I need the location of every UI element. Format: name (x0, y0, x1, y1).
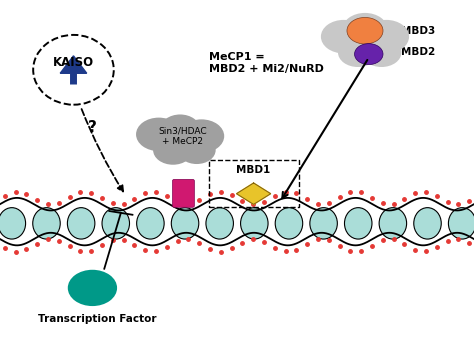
Circle shape (68, 270, 117, 306)
Ellipse shape (33, 35, 114, 105)
Ellipse shape (414, 208, 441, 239)
Text: MBD2: MBD2 (387, 47, 435, 57)
Polygon shape (60, 56, 87, 73)
Ellipse shape (33, 208, 60, 239)
Ellipse shape (310, 208, 337, 239)
Ellipse shape (241, 208, 268, 239)
Ellipse shape (206, 208, 233, 239)
Circle shape (179, 119, 224, 153)
Text: MeCP1 =
MBD2 + Mi2/NuRD: MeCP1 = MBD2 + Mi2/NuRD (209, 52, 323, 74)
Text: KAISO: KAISO (53, 55, 94, 69)
Ellipse shape (137, 208, 164, 239)
Polygon shape (237, 183, 271, 205)
FancyBboxPatch shape (173, 179, 194, 207)
Ellipse shape (102, 208, 129, 239)
Circle shape (355, 44, 383, 65)
Circle shape (342, 13, 388, 46)
Bar (209, 160, 299, 207)
Circle shape (153, 135, 193, 165)
Circle shape (321, 20, 366, 53)
Circle shape (362, 38, 401, 67)
Ellipse shape (67, 208, 95, 239)
Ellipse shape (171, 208, 199, 239)
Text: Transcription Factor: Transcription Factor (38, 314, 156, 324)
Text: MBD3: MBD3 (387, 26, 435, 36)
Ellipse shape (345, 208, 372, 239)
Ellipse shape (0, 208, 26, 239)
Circle shape (178, 136, 216, 164)
Text: MBD1: MBD1 (237, 165, 271, 175)
Text: Sin3/HDAC
+ MeCP2: Sin3/HDAC + MeCP2 (158, 126, 207, 146)
Circle shape (347, 17, 383, 44)
Ellipse shape (379, 208, 407, 239)
Text: ?: ? (88, 120, 97, 135)
Circle shape (160, 114, 200, 144)
Circle shape (338, 38, 378, 67)
Circle shape (136, 118, 182, 151)
Circle shape (364, 20, 409, 53)
Ellipse shape (275, 208, 303, 239)
Ellipse shape (448, 208, 474, 239)
